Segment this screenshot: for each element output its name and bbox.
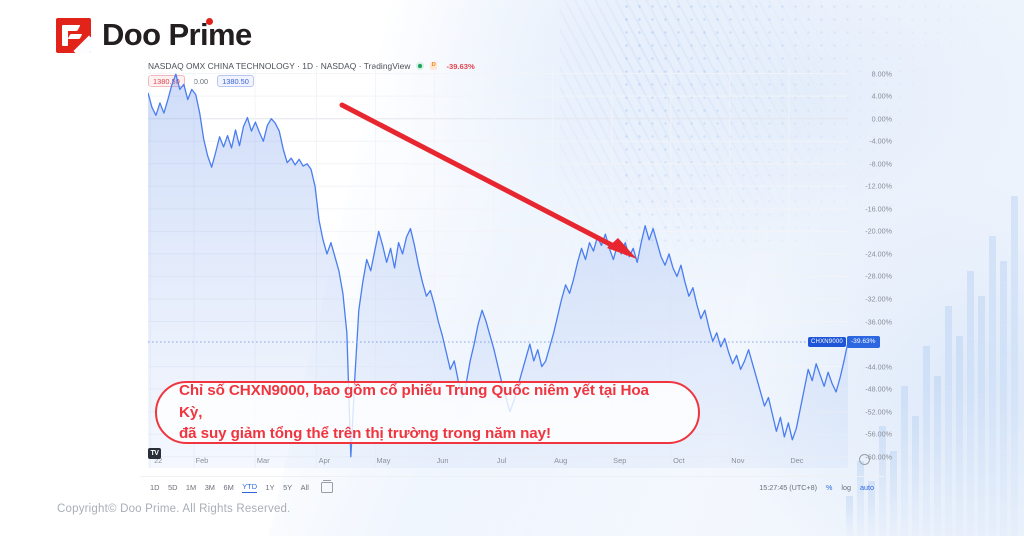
tradingview-logo-icon[interactable]: TV (148, 448, 161, 459)
calendar-icon[interactable] (320, 479, 333, 493)
chart-title: NASDAQ OMX CHINA TECHNOLOGY · 1D · NASDA… (148, 61, 411, 71)
callout-line-2: đã suy giảm tổng thể trên thị trường tro… (179, 425, 551, 443)
brand-name-text: Doo Prime (102, 17, 252, 52)
timeframe-all[interactable]: All (300, 482, 309, 492)
y-axis-price-scale[interactable]: 8.00% 4.00% 0.00% -4.00% -8.00% -12.00% -16.00… (852, 68, 892, 468)
timeframe-5d[interactable]: 5D (167, 482, 178, 492)
x-axis-tick: May (376, 456, 391, 465)
background-dot-grid (620, 0, 1024, 250)
brand-header: Doo Prime (56, 17, 252, 53)
timeframe-1m[interactable]: 1M (185, 482, 197, 492)
percent-scale-button[interactable]: % (826, 482, 833, 492)
chart-header: NASDAQ OMX CHINA TECHNOLOGY · 1D · NASDA… (148, 61, 475, 71)
x-axis-tick: Jul (496, 456, 507, 465)
y-axis-tick: -56.00% (865, 429, 892, 439)
clock-label: 15:27:45 (UTC+8) (759, 482, 817, 492)
x-axis-tick: Oct (673, 456, 685, 465)
x-axis-tick: Jun (436, 456, 449, 465)
y-axis-tick: -24.00% (865, 249, 892, 259)
gear-icon[interactable] (859, 454, 870, 465)
y-axis-tick: -36.00% (865, 317, 892, 327)
y-axis-tick: -12.00% (865, 181, 892, 191)
y-axis-tick: 4.00% (871, 91, 892, 101)
y-axis-tick: -28.00% (865, 271, 892, 281)
y-axis-tick: -16.00% (865, 204, 892, 214)
y-axis-tick: -32.00% (865, 294, 892, 304)
price-tag-value: -39.63% (846, 335, 880, 348)
timeframe-6m[interactable]: 6M (223, 482, 234, 492)
brand-dot-icon (205, 18, 213, 25)
ohlc-badges: 1380.50 0.00 1380.50 (148, 75, 254, 88)
badge-close: 1380.50 (217, 75, 254, 88)
timeframe-1y[interactable]: 1Y (265, 482, 275, 492)
y-axis-tick: -8.00% (869, 159, 892, 169)
data-delayed-badge-icon: D (429, 62, 438, 70)
callout-banner: Chỉ số CHXN9000, bao gồm cổ phiếu Trung … (155, 381, 700, 444)
y-axis-tick: -60.00% (865, 452, 892, 462)
timeframe-1d[interactable]: 1D (150, 482, 160, 492)
y-axis-tick: -4.00% (869, 136, 892, 146)
doo-prime-flag-logo-icon (56, 17, 91, 53)
x-axis-tick: Mar (256, 456, 270, 465)
footer-copyright: Copyright© Doo Prime. All Rights Reserve… (57, 503, 291, 515)
timeframe-ytd[interactable]: YTD (242, 481, 258, 493)
callout-line-1: Chỉ số CHXN9000, bao gồm cổ phiếu Trung … (179, 382, 649, 421)
timeframe-3m[interactable]: 3M (204, 482, 215, 492)
callout-text: Chỉ số CHXN9000, bao gồm cổ phiếu Trung … (179, 380, 676, 445)
y-axis-tick: -52.00% (865, 407, 892, 417)
x-axis-time-scale[interactable]: 22 Feb Mar Apr May Jun Jul Aug Sep Oct Nov Dec (148, 456, 892, 474)
log-scale-button[interactable]: log (841, 482, 851, 492)
background-bar-graphic (846, 150, 1024, 536)
y-axis-tick: -44.00% (865, 362, 892, 372)
x-axis-tick: Aug (554, 456, 568, 465)
timeframe-selector[interactable]: 1D 5D 1M 3M 6M YTD 1Y 5Y All (150, 482, 309, 493)
y-axis-tick: 8.00% (871, 69, 892, 79)
market-open-dot-icon (416, 62, 424, 70)
x-axis-tick: Sep (613, 456, 627, 465)
x-axis-tick: Feb (195, 456, 209, 465)
price-tag-symbol: CHXN9000 (808, 336, 846, 347)
x-axis-tick: Apr (318, 456, 331, 465)
y-axis-tick: -20.00% (865, 226, 892, 236)
badge-change: 0.00 (193, 76, 209, 86)
y-axis-tick: -48.00% (865, 384, 892, 394)
auto-scale-button[interactable]: auto (860, 482, 874, 492)
y-axis-tick: 0.00% (871, 114, 892, 124)
x-axis-tick: Nov (731, 456, 745, 465)
current-price-tag: CHXN9000 -39.63% (808, 335, 880, 348)
chart-change-percent: -39.63% (446, 61, 475, 71)
chart-toolbar[interactable]: 1D 5D 1M 3M 6M YTD 1Y 5Y All 15:27:45 (UTC+8) % … (140, 476, 884, 497)
brand-name: Doo Prime (102, 17, 252, 53)
toolbar-right-group[interactable]: 15:27:45 (UTC+8) % log auto (759, 483, 874, 492)
x-axis-tick: 22 (154, 456, 163, 465)
timeframe-5y[interactable]: 5Y (283, 482, 293, 492)
x-axis-tick: Dec (790, 456, 804, 465)
